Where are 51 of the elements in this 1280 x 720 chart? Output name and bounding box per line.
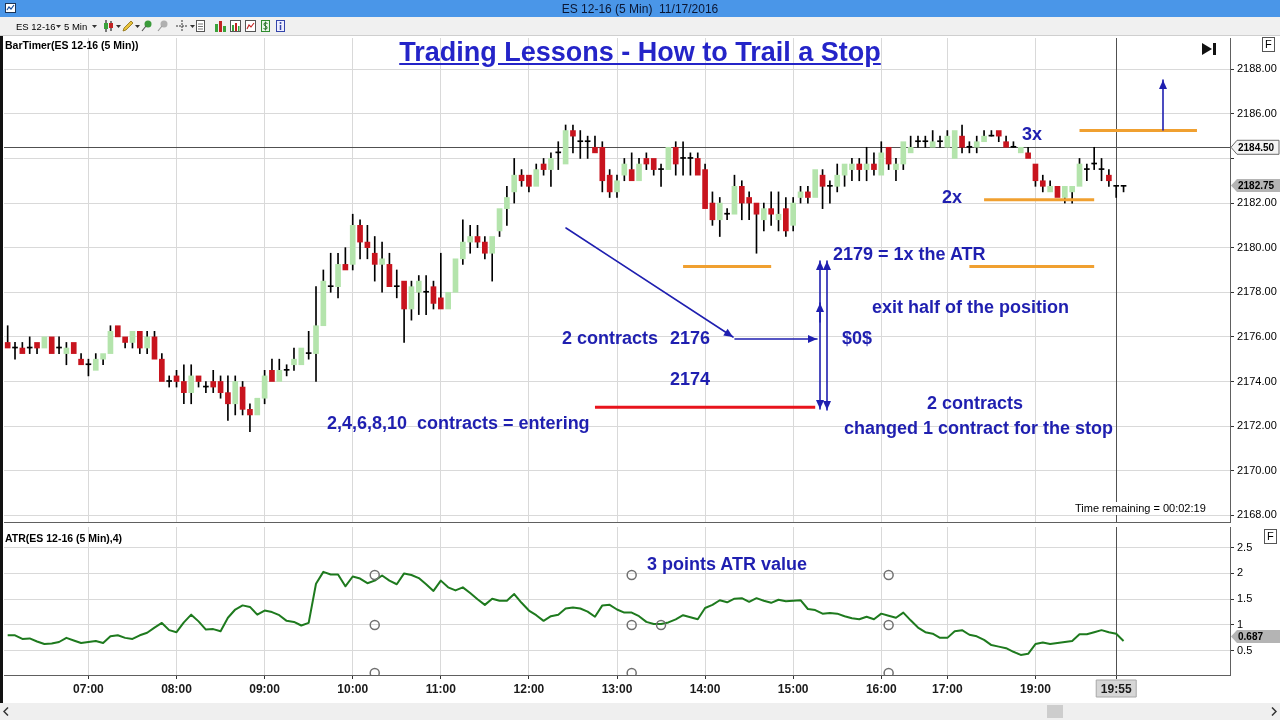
y-tick-label: 2.5 <box>1237 540 1253 553</box>
x-tick-label: 14:00 <box>689 681 721 696</box>
y-tick-label: 0.5 <box>1237 643 1253 656</box>
annotation: 2176 <box>670 328 711 350</box>
x-tick-label: 11:00 <box>425 681 457 696</box>
y-tick-label: 2188.00 <box>1237 62 1277 75</box>
annotation: 2,4,6,8,10 contracts = entering <box>327 413 590 435</box>
x-tick-label: 19:00 <box>1020 681 1052 696</box>
x-tick-label: 15:00 <box>777 681 809 696</box>
annotation: 3 points ATR value <box>647 554 808 576</box>
y-tick-label: 2174.00 <box>1237 374 1277 387</box>
chart-title: Trading Lessons - How to Trail a Stop <box>399 37 881 67</box>
annotation: 2 contracts <box>927 393 1024 415</box>
annotation: 2x <box>942 187 963 209</box>
text: F <box>1262 37 1275 52</box>
y-tick-label: 2 <box>1237 566 1244 579</box>
y-tick-label: 2172.00 <box>1237 419 1277 432</box>
x-tick-label: 13:00 <box>601 681 633 696</box>
annotation: BarTimer(ES 12-16 (5 Min)) <box>5 39 139 52</box>
text: 5 Min <box>64 21 88 33</box>
y-tick-label: 2168.00 <box>1237 508 1277 521</box>
text: 2182.75 <box>1231 179 1280 192</box>
y-tick-label: 1 <box>1237 618 1244 631</box>
text: 0.687 <box>1231 630 1280 643</box>
y-tick-label: 2182.00 <box>1237 196 1277 209</box>
y-tick-label: 2186.00 <box>1237 106 1277 119</box>
x-tick-label: 09:00 <box>249 681 281 696</box>
annotation: Time remaining = 00:02:19 <box>1073 502 1208 516</box>
annotation: changed 1 contract for the stop <box>844 418 1114 440</box>
y-tick-label: 2176.00 <box>1237 329 1277 342</box>
annotation: 2 contracts <box>562 328 659 350</box>
annotation: ATR(ES 12-16 (5 Min),4) <box>5 532 123 545</box>
annotation: 2179 = 1x the ATR <box>833 244 986 266</box>
annotation: $0$ <box>842 328 873 350</box>
ref-line-label: 2184.50 <box>1238 141 1275 153</box>
x-tick-label: 17:00 <box>932 681 964 696</box>
annotation: 3x <box>1022 124 1043 146</box>
text: ES 12-16 <box>16 21 56 33</box>
y-tick-label: 2170.00 <box>1237 463 1277 476</box>
annotation: exit half of the position <box>872 297 1069 319</box>
y-tick-label: 2180.00 <box>1237 240 1277 253</box>
x-tick-label: 12:00 <box>513 681 545 696</box>
y-tick-label: 1.5 <box>1237 592 1253 605</box>
annotation: 2174 <box>670 369 711 391</box>
x-tick-label: 08:00 <box>161 681 193 696</box>
x-tick-label: 16:00 <box>865 681 897 696</box>
y-tick-label: 2178.00 <box>1237 285 1277 298</box>
x-tick-label: 19:55 <box>1100 681 1132 696</box>
x-tick-label: 10:00 <box>337 681 369 696</box>
x-tick-label: 07:00 <box>73 681 105 696</box>
text: F <box>1264 529 1277 544</box>
